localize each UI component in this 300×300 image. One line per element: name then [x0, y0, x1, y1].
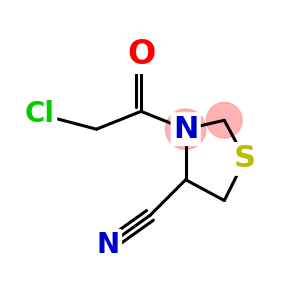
Text: S: S — [234, 144, 256, 173]
Text: O: O — [127, 38, 155, 71]
Circle shape — [166, 109, 206, 149]
Text: Cl: Cl — [25, 100, 55, 128]
Circle shape — [206, 102, 242, 138]
Text: N: N — [173, 115, 198, 144]
Text: N: N — [97, 231, 120, 259]
